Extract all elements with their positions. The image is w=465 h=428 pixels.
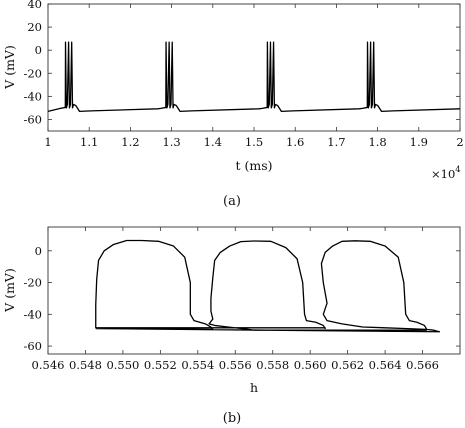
x-tick-label: 1.8: [368, 135, 386, 149]
y-tick-label: 20: [27, 20, 42, 34]
x-tick-label: 2: [456, 135, 463, 149]
panel-a-x-multiplier-exponent: 4: [455, 165, 460, 175]
x-tick-label: 0.558: [256, 358, 289, 372]
x-tick-label: 0.554: [181, 358, 214, 372]
panel-b-ticks: [47, 227, 460, 354]
y-tick-label: -40: [23, 307, 42, 321]
x-tick-label: 1: [44, 135, 51, 149]
panel-a-chart: 1 1.1 1.2 1.3 1.4 1.5 1.6 1.7 1.8 1.9 2 -60 -40 -20 0 2…: [2, 0, 464, 209]
panel-a-caption: (a): [223, 194, 241, 209]
panel-a-x-multiplier-base: ×10: [431, 167, 455, 181]
panel-b-chart: 0.546 0.548 0.550 0.552 0.554 0.556 0.558 0.560…: [2, 226, 461, 426]
panel-b-caption: (b): [223, 411, 241, 426]
panel-b-x-axis-label: h: [250, 380, 258, 395]
panel-a-y-axis-label: V (mV): [2, 45, 17, 90]
panel-b-tick-labels: 0.546 0.548 0.550 0.552 0.554 0.556 0.558 0.560…: [23, 244, 439, 372]
y-tick-label: 40: [27, 0, 42, 11]
y-tick-label: -40: [23, 89, 42, 103]
x-tick-label: 0.552: [144, 358, 177, 372]
panel-a-ticks: [47, 3, 461, 131]
y-tick-label: 0: [35, 244, 42, 258]
x-tick-label: 0.566: [406, 358, 439, 372]
panel-a-voltage-trace: [47, 41, 461, 113]
panel-a-plot-area: [47, 3, 461, 132]
x-tick-label: 0.546: [32, 358, 65, 372]
x-tick-label: 1.5: [245, 135, 263, 149]
x-tick-label: 1.9: [410, 135, 428, 149]
x-tick-label: 1.7: [327, 135, 345, 149]
panel-a-x-multiplier: ×104: [431, 165, 461, 181]
x-tick-label: 0.548: [69, 358, 102, 372]
y-tick-label: 0: [35, 43, 42, 57]
x-tick-label: 1.3: [162, 135, 180, 149]
x-tick-label: 0.556: [219, 358, 252, 372]
x-tick-label: 1.4: [204, 135, 222, 149]
x-tick-label: 0.560: [294, 358, 327, 372]
x-tick-label: 1.1: [80, 135, 98, 149]
y-tick-label: -60: [23, 339, 42, 353]
panel-a-tick-labels: 1 1.1 1.2 1.3 1.4 1.5 1.6 1.7 1.8 1.9 2 -60 -40 -20 0 2…: [23, 0, 463, 149]
y-tick-label: -60: [23, 112, 42, 126]
y-tick-label: -20: [23, 276, 42, 290]
panel-b-y-axis-label: V (mV): [2, 268, 17, 313]
panel-b-plot-area: [47, 226, 461, 355]
x-tick-label: 1.6: [286, 135, 304, 149]
x-tick-label: 0.562: [331, 358, 364, 372]
x-tick-label: 0.564: [369, 358, 402, 372]
panel-a-x-axis-label: t (ms): [235, 158, 272, 173]
x-tick-label: 1.2: [121, 135, 139, 149]
panel-b-phase-trajectory: [95, 239, 441, 333]
x-tick-label: 0.550: [106, 358, 139, 372]
y-tick-label: -20: [23, 66, 42, 80]
